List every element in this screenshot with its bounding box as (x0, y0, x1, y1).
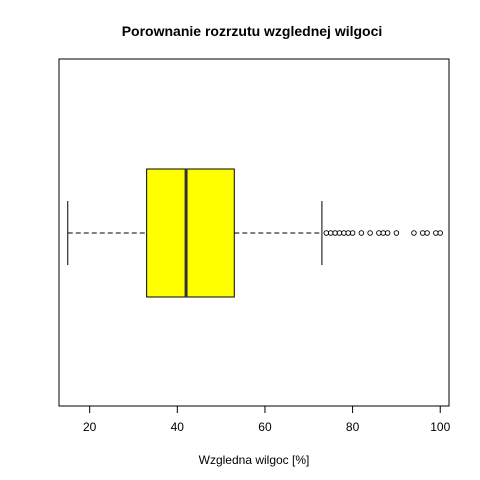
outlier-point (341, 230, 347, 236)
outlier-point (336, 230, 343, 236)
outlier-point (345, 230, 351, 236)
x-tick-label: 80 (346, 420, 360, 434)
outlier-point (358, 230, 365, 236)
iqr-box (146, 168, 235, 298)
outlier-point (376, 230, 382, 236)
outlier-point (323, 230, 330, 236)
outlier-point (332, 230, 338, 236)
outlier-point (384, 230, 391, 236)
x-axis-label: Wzgledna wilgoc [%] (199, 453, 310, 467)
outlier-point (411, 230, 417, 236)
outlier-point (380, 230, 387, 236)
outlier-point (393, 230, 400, 236)
outlier-point (433, 230, 439, 236)
outlier-point (327, 230, 334, 236)
outlier-point (437, 230, 443, 236)
box-group (67, 168, 323, 298)
outlier-point (424, 230, 430, 236)
x-tick-label: 40 (171, 420, 185, 434)
outlier-point (349, 230, 356, 236)
x-tick-label: 60 (258, 420, 272, 434)
x-tick-label: 20 (83, 420, 97, 434)
outlier-point (367, 230, 373, 236)
x-tick-label: 100 (430, 420, 450, 434)
x-axis: 20 40 60 80 100 (83, 406, 451, 434)
chart-title: Porownanie rozrzutu wzglednej wilgoci (122, 23, 383, 39)
outlier-point (419, 230, 426, 236)
outlier-group (323, 230, 443, 236)
plot-frame (58, 58, 450, 407)
